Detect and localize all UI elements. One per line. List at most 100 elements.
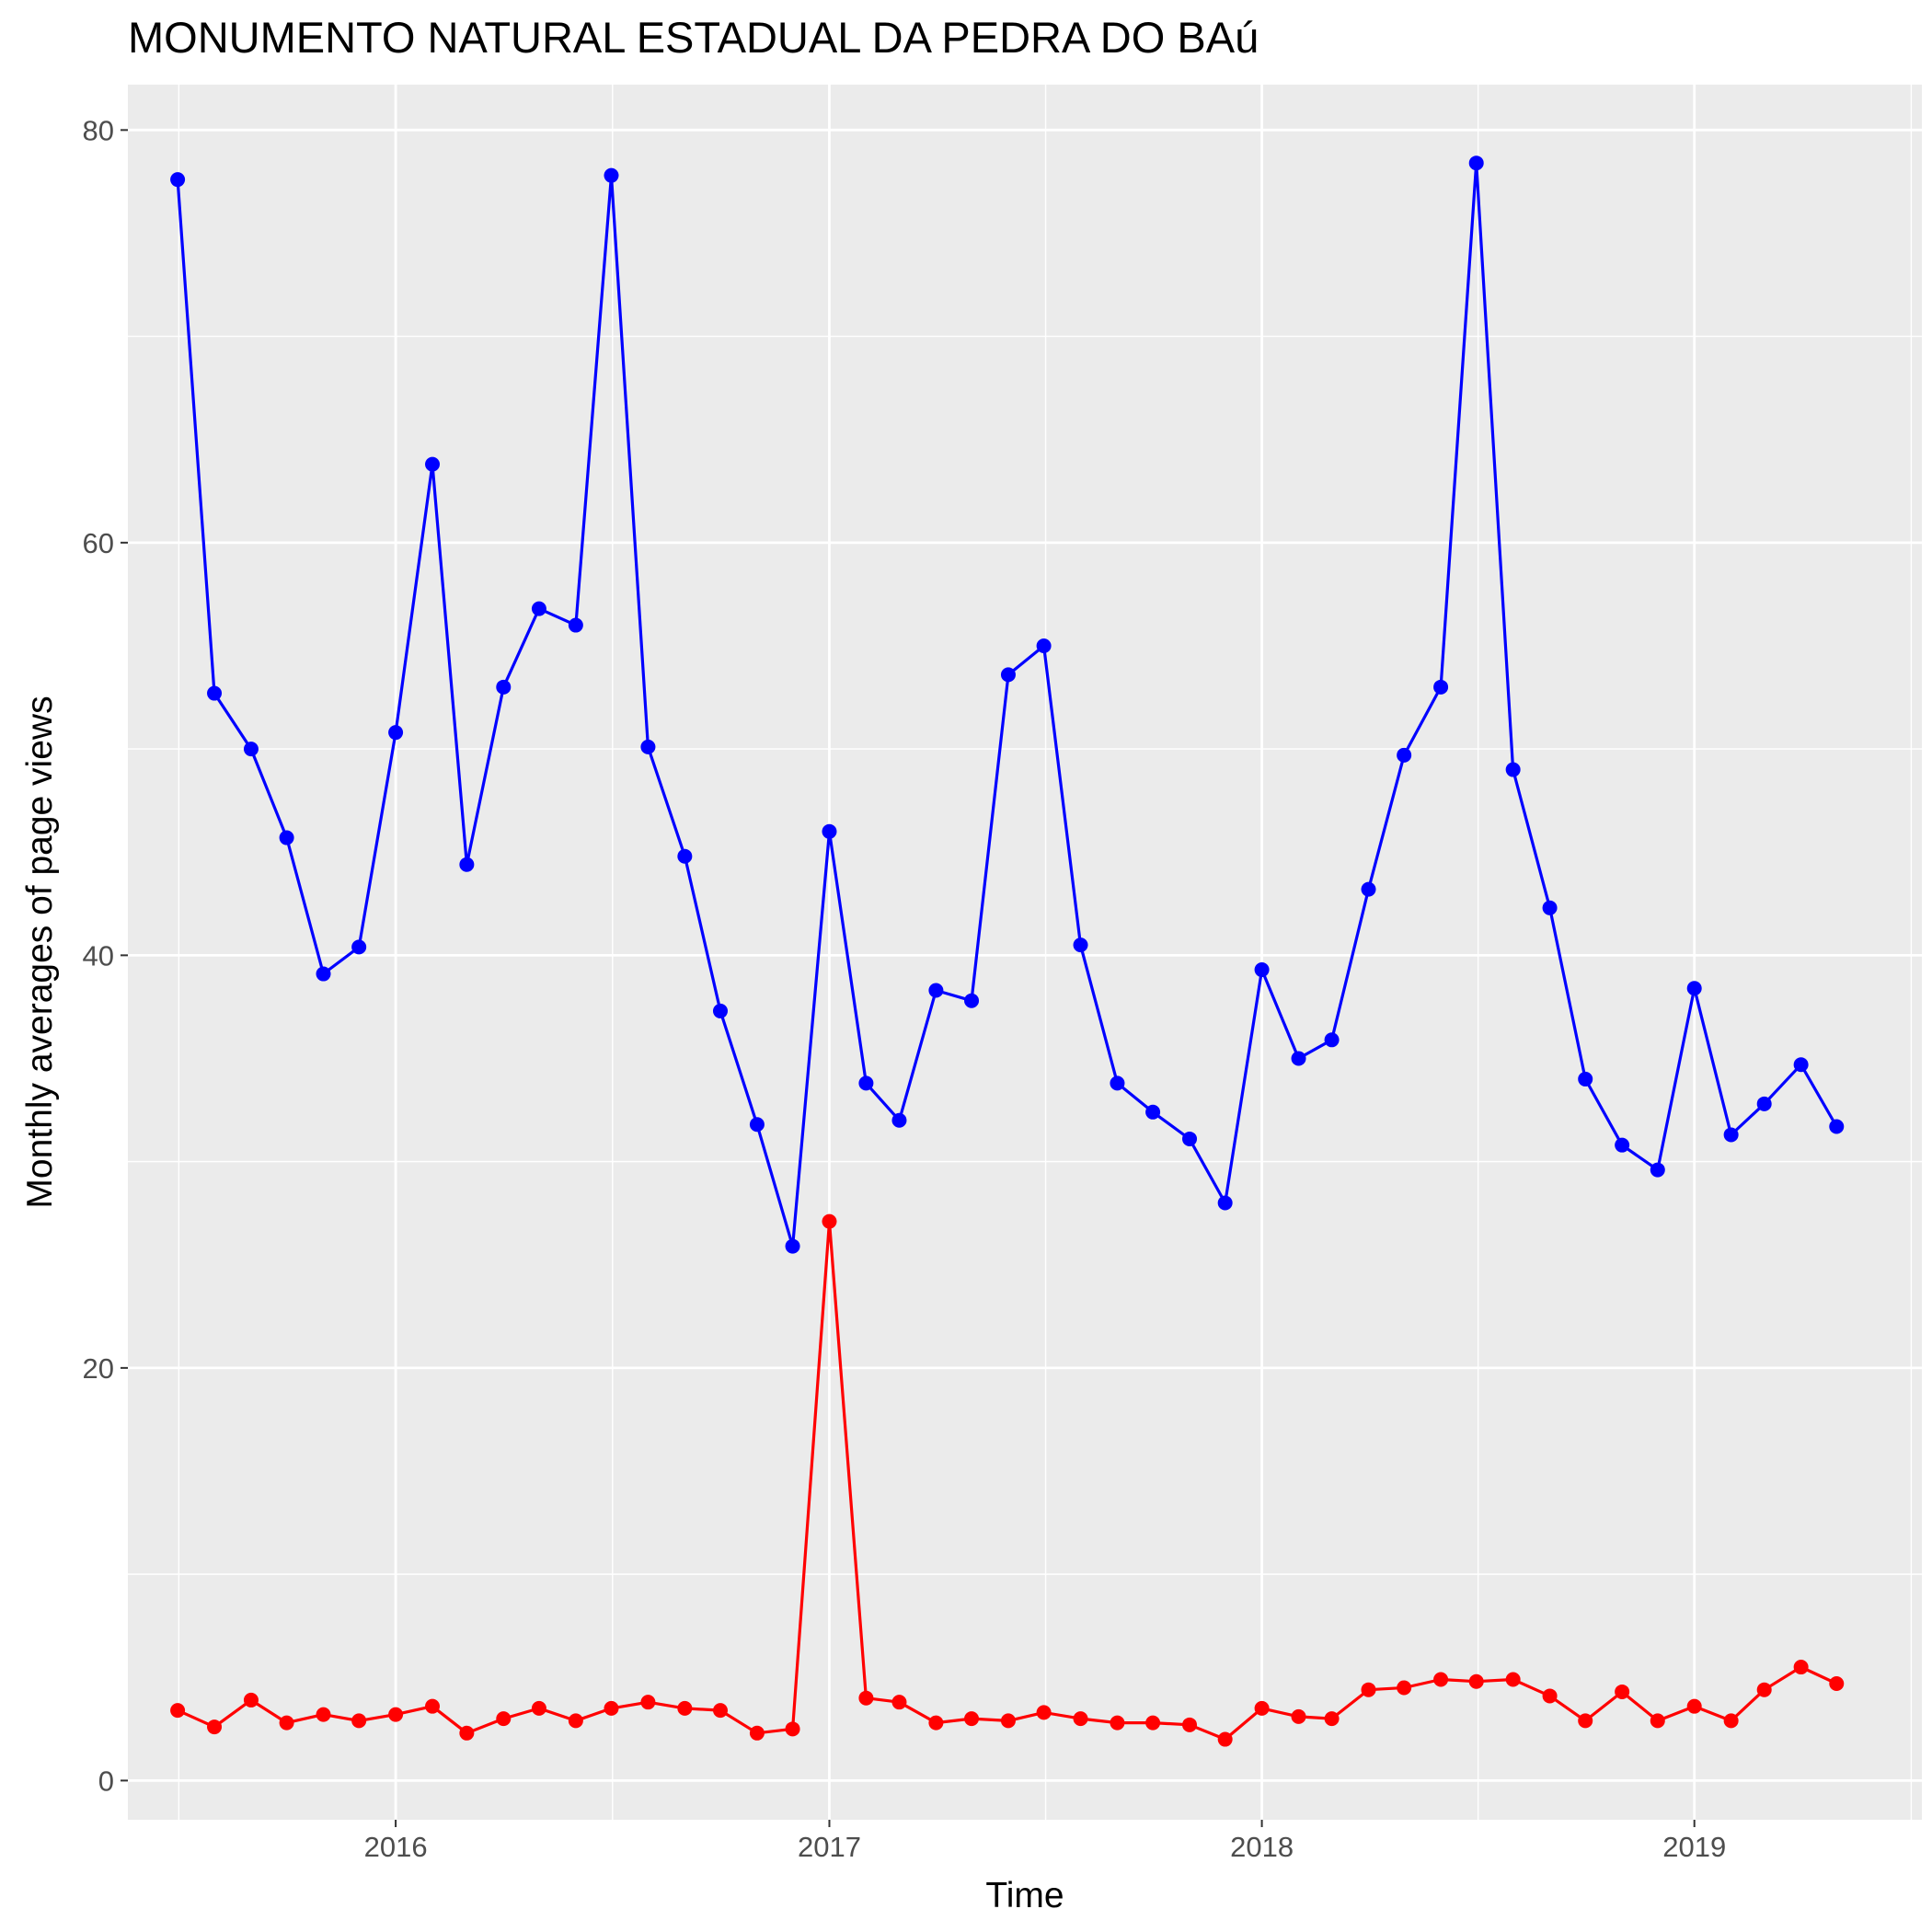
series-2-point <box>1361 1682 1376 1697</box>
series-1-point <box>964 993 980 1008</box>
series-2-point <box>712 1703 728 1719</box>
series-2-point <box>243 1692 259 1708</box>
series-2-point <box>1254 1700 1270 1716</box>
series-layer <box>170 155 1845 1747</box>
series-1-point <box>822 823 837 839</box>
series-1-point <box>1324 1032 1340 1048</box>
series-1-point <box>388 725 404 741</box>
series-2-point <box>1505 1672 1521 1687</box>
series-1-point <box>1000 667 1016 683</box>
series-2-point <box>1110 1715 1125 1731</box>
series-1-point <box>1829 1119 1845 1134</box>
series-2-point <box>459 1725 475 1741</box>
series-2-point <box>1686 1698 1702 1714</box>
series-2-point <box>425 1698 441 1714</box>
series-2-point <box>1578 1713 1593 1729</box>
series-1-point <box>891 1112 907 1128</box>
series-2-point <box>1291 1708 1306 1724</box>
series-1-point <box>1254 962 1270 978</box>
series-1-point <box>351 939 367 955</box>
series-2-point <box>1756 1682 1772 1697</box>
series-1-point <box>1505 762 1521 777</box>
series-2-point <box>1650 1713 1665 1729</box>
series-1-point <box>928 983 944 998</box>
series-1-point <box>858 1075 874 1091</box>
series-2-point <box>1000 1713 1016 1729</box>
series-1-point <box>207 685 223 701</box>
series-1-point <box>785 1238 800 1254</box>
series-2-point <box>604 1700 619 1716</box>
series-2-point <box>1182 1717 1198 1732</box>
series-2-point <box>351 1713 367 1729</box>
series-1-point <box>1036 638 1052 653</box>
series-2-point <box>1542 1688 1558 1704</box>
series-1-point <box>531 601 546 616</box>
series-1-point <box>1468 155 1484 171</box>
series-1-point <box>1110 1075 1125 1091</box>
x-tick-label: 2017 <box>798 1831 861 1863</box>
x-axis-title: Time <box>985 1876 1064 1915</box>
series-2-point <box>785 1721 800 1737</box>
y-tick-label: 60 <box>83 527 114 559</box>
series-2-point <box>207 1719 223 1735</box>
series-1-point <box>243 742 259 757</box>
x-tick-label: 2016 <box>364 1831 428 1863</box>
series-2-point <box>279 1715 294 1731</box>
minor-gridlines <box>128 85 1922 1820</box>
series-2-point <box>1433 1672 1449 1687</box>
series-1-point <box>496 679 512 695</box>
series-2-point <box>1723 1713 1739 1729</box>
y-tick-label: 80 <box>83 114 114 146</box>
series-2-point <box>531 1700 546 1716</box>
series-1-point <box>1686 981 1702 996</box>
major-gridlines <box>128 85 1922 1820</box>
series-1-point <box>1756 1096 1772 1111</box>
series-1-point <box>677 848 693 864</box>
y-tick-label: 20 <box>83 1352 114 1385</box>
series-1-point <box>1433 679 1449 695</box>
series-1-point <box>1615 1137 1630 1153</box>
series-1-point <box>1397 747 1412 763</box>
series-1-point <box>1291 1051 1306 1066</box>
series-2-point <box>822 1213 837 1229</box>
series-2-point <box>568 1713 583 1729</box>
series-2-point <box>640 1695 656 1710</box>
series-1-point <box>604 167 619 183</box>
series-2-point <box>677 1700 693 1716</box>
series-1-point <box>640 739 656 754</box>
y-axis-title: Monthly averages of page views <box>20 696 60 1208</box>
series-2-point <box>928 1715 944 1731</box>
series-1-point <box>1578 1071 1593 1087</box>
series-2-point <box>1324 1711 1340 1727</box>
series-2-point <box>891 1695 907 1710</box>
series-1-point <box>1542 900 1558 915</box>
series-2-point <box>749 1725 765 1741</box>
series-1-point <box>749 1117 765 1133</box>
series-2-point <box>1145 1715 1161 1731</box>
series-1-point <box>1361 881 1376 897</box>
series-2-point <box>964 1711 980 1727</box>
series-1-point <box>459 857 475 872</box>
series-1-point <box>568 617 583 633</box>
series-2-point <box>1397 1680 1412 1696</box>
series-1-point <box>425 456 441 472</box>
series-2-point <box>316 1707 331 1722</box>
series-2-point <box>1829 1675 1845 1691</box>
series-2-point <box>170 1703 186 1719</box>
series-2-point <box>1468 1673 1484 1689</box>
series-2-point <box>1073 1711 1088 1727</box>
series-2-point <box>1793 1660 1809 1675</box>
plot-panel <box>128 85 1922 1820</box>
series-1-point <box>279 830 294 845</box>
series-2-point <box>858 1690 874 1706</box>
x-tick-label: 2018 <box>1230 1831 1294 1863</box>
series-2-point <box>1615 1684 1630 1699</box>
series-2-point <box>388 1707 404 1722</box>
series-1-point <box>1145 1104 1161 1120</box>
series-1-point <box>1650 1162 1665 1178</box>
series-1-point <box>712 1003 728 1018</box>
series-2-point <box>1217 1731 1233 1747</box>
y-tick-label: 0 <box>98 1765 114 1797</box>
series-2-point <box>496 1711 512 1727</box>
series-1-point <box>1217 1195 1233 1211</box>
